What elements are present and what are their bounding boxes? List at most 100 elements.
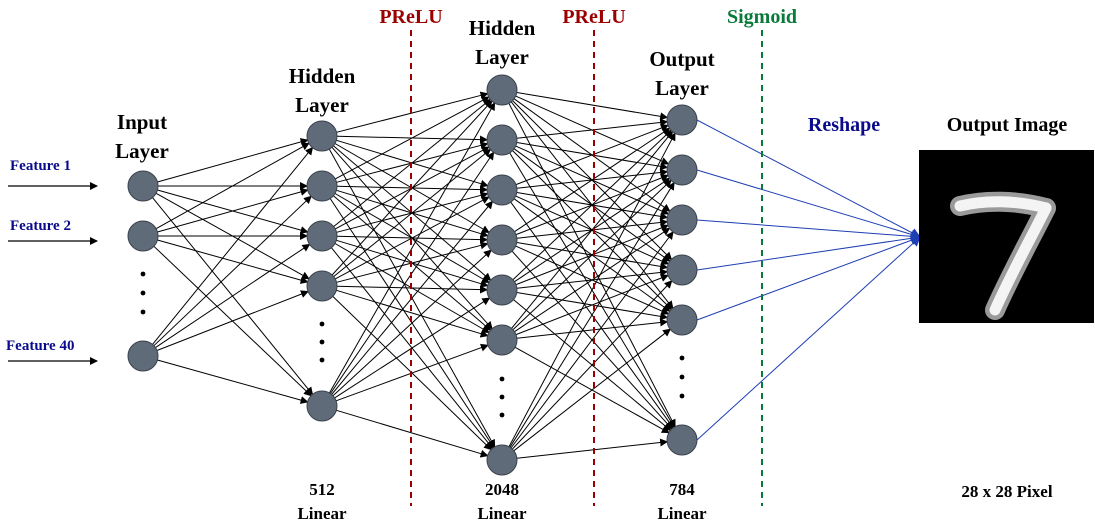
input-ellipsis-dot-0 [140, 271, 146, 277]
input-layer-title-line2: Layer [115, 139, 169, 163]
reshape-line-4 [696, 235, 921, 321]
hidden1-node-0 [306, 120, 338, 152]
sigmoid-label: Sigmoid [726, 6, 798, 28]
hidden-layer-1-title-line1: Hidden [288, 64, 356, 88]
connection-input-2-hidden1-3 [156, 290, 309, 351]
output-layer-type: Linear [657, 504, 707, 523]
output-layer-title-line2: Layer [655, 76, 709, 100]
output-image [919, 150, 1094, 323]
input-layer-title: Input Layer [102, 108, 182, 166]
hidden-layer-1-title-line2: Layer [295, 93, 349, 117]
hidden1-node-1 [306, 170, 338, 202]
reshape-line-0 [696, 119, 921, 238]
output-layer-size: 784 Linear [632, 478, 732, 526]
connection-hidden2-6-output-1 [509, 181, 675, 448]
prelu-label-2: PReLU [562, 6, 626, 28]
input-ellipsis-dot-1 [140, 290, 146, 296]
hidden2-node-4 [486, 274, 518, 306]
output-layer-title: Output Layer [632, 45, 732, 103]
hidden2-ellipsis-dot-2 [499, 412, 505, 418]
connections-layer [8, 91, 921, 459]
connection-input-2-hidden1-0 [152, 146, 314, 345]
output-ellipsis-dot-0 [679, 355, 685, 361]
hidden2-node-1 [486, 124, 518, 156]
hidden-layer-2-title: Hidden Layer [452, 14, 552, 72]
connection-hidden2-6-output-2 [510, 231, 674, 449]
hidden1-node-3 [306, 270, 338, 302]
input-node-2 [127, 340, 159, 372]
connection-hidden1-4-hidden2-0 [328, 102, 496, 394]
connection-hidden1-4-hidden2-6 [336, 409, 489, 458]
connection-input-1-hidden1-3 [157, 239, 309, 284]
feature-2-label: Feature 2 [10, 218, 71, 234]
connection-hidden2-6-output-3 [511, 280, 673, 450]
reshape-line-1 [696, 169, 921, 240]
hidden2-ellipsis-dot-0 [499, 376, 505, 382]
connection-hidden2-5-output-4 [516, 318, 669, 339]
hidden1-ellipsis-dot-1 [319, 339, 325, 345]
connection-hidden2-2-output-0 [515, 124, 669, 186]
connection-hidden2-5-output-2 [514, 227, 671, 333]
feature-1-label: Feature 1 [10, 158, 71, 174]
connection-hidden2-5-output-0 [511, 130, 674, 329]
hidden-layer-1-title: Hidden Layer [272, 62, 372, 120]
nodes-layer [127, 74, 698, 476]
output-image-caption: 28 x 28 Pixel [961, 482, 1053, 501]
hidden1-ellipsis-dot-2 [319, 357, 325, 363]
hidden1-node-4 [306, 390, 338, 422]
hidden1-ellipsis-dot-0 [319, 321, 325, 327]
hidden2-node-0 [486, 74, 518, 106]
connection-hidden2-4-output-0 [512, 129, 672, 281]
connection-hidden2-0-output-0 [516, 92, 669, 121]
hidden-layer-1-type: Linear [297, 504, 347, 523]
connection-input-1-hidden1-0 [155, 142, 310, 230]
connection-hidden2-3-output-0 [514, 127, 671, 233]
output-node-5 [666, 424, 698, 456]
connection-input-2-hidden1-2 [155, 243, 311, 349]
output-layer-count: 784 [669, 480, 695, 499]
connection-hidden2-5-output-1 [512, 179, 672, 331]
hidden-layer-1-count: 512 [309, 480, 335, 499]
activation-dividers [410, 30, 763, 506]
hidden2-node-5 [486, 324, 518, 356]
connection-hidden1-1-hidden2-0 [334, 96, 490, 180]
connection-hidden2-6-output-0 [508, 132, 676, 447]
connection-hidden2-6-output-4 [513, 328, 671, 452]
output-node-2 [666, 204, 698, 236]
connection-input-1-hidden1-1 [157, 188, 309, 233]
output-ellipsis-dot-1 [679, 374, 685, 380]
output-ellipsis-dot-2 [679, 393, 685, 399]
input-node-0 [127, 170, 159, 202]
output-node-1 [666, 154, 698, 186]
connection-input-0-hidden1-0 [157, 138, 309, 183]
connection-hidden1-3-hidden2-1 [333, 148, 492, 277]
hidden2-node-6 [486, 444, 518, 476]
hidden2-node-2 [486, 174, 518, 206]
hidden-layer-2-title-line1: Hidden [468, 16, 536, 40]
output-node-0 [666, 104, 698, 136]
hidden-layer-2-type: Linear [477, 504, 527, 523]
prelu-label-1: PReLU [379, 6, 443, 28]
connection-input-2-hidden1-1 [153, 195, 312, 347]
feature-40-label: Feature 40 [6, 338, 75, 354]
connection-hidden2-0-output-5 [508, 103, 676, 428]
hidden-layer-2-count: 2048 [485, 480, 519, 499]
reshape-label: Reshape [807, 114, 881, 136]
ellipsis-dots [140, 271, 685, 418]
connection-hidden1-3-hidden2-2 [334, 196, 490, 280]
reshape-line-3 [696, 233, 921, 271]
output-layer-title-line1: Output [649, 47, 715, 71]
input-layer-title-line1: Input [116, 110, 168, 134]
connection-hidden2-6-output-5 [516, 438, 669, 459]
connection-hidden2-1-output-0 [516, 118, 669, 139]
connection-input-2-hidden1-4 [157, 359, 309, 404]
connection-hidden1-4-hidden2-3 [332, 249, 492, 397]
connection-hidden1-3-hidden2-5 [336, 289, 489, 338]
reshape-line-5 [696, 236, 921, 441]
hidden-layer-2-title-line2: Layer [475, 45, 529, 69]
hidden1-node-2 [306, 220, 338, 252]
handwritten-seven-digit-icon [950, 191, 1056, 320]
reshape-line-2 [696, 219, 921, 242]
connection-hidden2-5-output-3 [515, 274, 669, 336]
